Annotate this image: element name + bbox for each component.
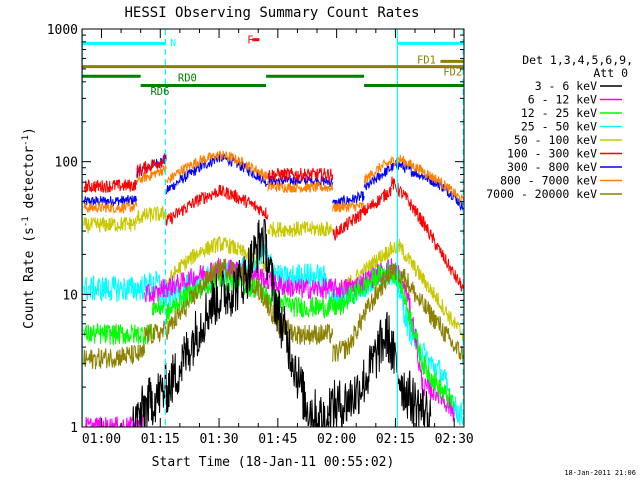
series-line: [391, 176, 464, 292]
series-line: [165, 184, 269, 226]
legend-label: 50 - 100 keV: [514, 133, 597, 147]
state-label: RD0: [178, 73, 197, 85]
series-line: [83, 344, 146, 370]
series-line: [83, 200, 138, 215]
night-label: N: [170, 38, 176, 49]
axis-ticks: 01:00 01:15 01:30 01:45 02:00 02:15 02:30 1 10 10…: [47, 23, 474, 447]
chart-title: HESSI Observing Summary Count Rates: [124, 5, 419, 21]
x-tick-label: 01:15: [141, 432, 180, 447]
legend-label: 100 - 300 keV: [507, 147, 597, 161]
data-curves: [83, 150, 464, 427]
series-line: [151, 296, 165, 316]
series-line: [144, 283, 161, 305]
series-line: [83, 179, 138, 193]
x-tick-label: 01:45: [258, 432, 297, 447]
y-tick-label: 100: [55, 156, 78, 171]
plot-area: N FD1 FD2 RD0 RD6 F 01:00 01:15 01:30 01:45 02:00…: [47, 23, 474, 447]
series-line: [83, 412, 146, 427]
series-line: [267, 167, 334, 183]
legend-label: 25 - 50 keV: [521, 120, 597, 134]
series-line: [136, 152, 167, 178]
series-line: [328, 311, 432, 427]
state-label: FD1: [417, 54, 436, 66]
series-line: [136, 205, 167, 224]
y-tick-label: 1: [70, 421, 78, 436]
instrument-state-bars: N FD1 FD2 RD0 RD6 F: [82, 29, 464, 427]
legend-header-line2: Att 0: [593, 66, 628, 80]
series-line: [83, 195, 138, 207]
y-tick-label: 1000: [47, 23, 78, 38]
x-tick-label: 02:15: [376, 432, 415, 447]
generation-timestamp: 18-Jan-2011 21:06: [564, 469, 636, 477]
y-tick-label: 10: [62, 288, 78, 303]
series-line: [165, 150, 269, 184]
series-line: [332, 262, 464, 364]
x-axis-label: Start Time (18-Jan-11 00:55:02): [152, 455, 395, 470]
state-label: FD2: [443, 66, 462, 78]
legend-label: 6 - 12 keV: [528, 93, 597, 107]
legend-label: 12 - 25 keV: [521, 106, 597, 120]
series-line: [363, 154, 464, 204]
x-tick-label: 02:00: [317, 432, 356, 447]
x-tick-label: 02:30: [435, 432, 474, 447]
series-line: [267, 221, 334, 239]
legend-header-line1: Det 1,3,4,5,6,9,: [522, 53, 633, 67]
x-tick-label: 01:00: [82, 432, 121, 447]
state-label: RD6: [150, 86, 169, 98]
state-label: F: [247, 35, 253, 47]
legend-label: 3 - 6 keV: [535, 79, 597, 93]
x-tick-label: 01:30: [199, 432, 238, 447]
legend-label: 800 - 7000 keV: [500, 174, 597, 188]
series-line: [83, 216, 138, 234]
series-line: [136, 164, 167, 184]
legend-label: 7000 - 20000 keV: [486, 187, 597, 201]
series-line: [83, 322, 153, 347]
series-line: [332, 186, 392, 242]
series-line: [165, 152, 269, 195]
series-line: [332, 201, 365, 213]
plot-frame: [81, 28, 465, 428]
series-line: [332, 190, 365, 208]
legend-label: 300 - 800 keV: [507, 160, 597, 174]
series-line: [267, 181, 334, 194]
y-axis-label: Count Rate (s-1 detector-1): [21, 127, 37, 329]
